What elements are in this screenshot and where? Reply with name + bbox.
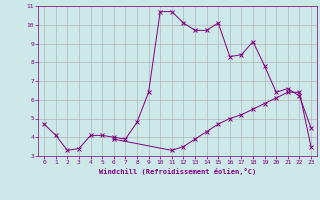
X-axis label: Windchill (Refroidissement éolien,°C): Windchill (Refroidissement éolien,°C) [99,168,256,175]
